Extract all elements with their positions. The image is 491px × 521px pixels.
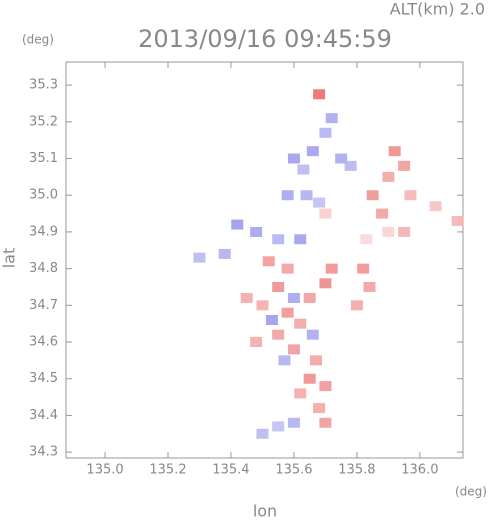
x-tick-label: 135.2: [149, 463, 186, 478]
echo-cell: [262, 256, 275, 267]
echo-cell: [303, 292, 316, 303]
echo-cell: [281, 263, 294, 274]
echo-cell: [272, 234, 285, 245]
echo-cell: [294, 234, 307, 245]
y-tick-label: 35.1: [29, 151, 58, 166]
echo-cell: [306, 146, 319, 157]
echo-cell: [294, 388, 307, 399]
echo-cell: [272, 281, 285, 292]
echo-cell: [325, 263, 338, 274]
echo-cell: [382, 226, 395, 237]
echo-cell: [451, 215, 464, 226]
echo-cell: [272, 421, 285, 432]
echo-cell: [398, 160, 411, 171]
echo-cell: [309, 355, 322, 366]
y-tick-label: 34.6: [29, 335, 58, 350]
y-tick-label: 34.4: [29, 408, 58, 423]
echo-cell: [319, 208, 332, 219]
echo-cell: [382, 171, 395, 182]
plot-frame: [65, 61, 464, 459]
echo-cell: [300, 190, 313, 201]
y-tick-label: 34.3: [29, 445, 58, 460]
echo-cell: [363, 281, 376, 292]
x-unit: (deg): [455, 485, 487, 499]
x-axis-label: lon: [253, 502, 277, 521]
x-tick-label: 135.6: [275, 463, 312, 478]
echo-cell: [256, 300, 269, 311]
echo-cell: [287, 292, 300, 303]
echo-cell: [287, 153, 300, 164]
echo-cell: [240, 292, 253, 303]
echo-cell: [388, 146, 401, 157]
echo-cell: [325, 113, 338, 124]
echo-cell: [319, 278, 332, 289]
echo-cell: [357, 263, 370, 274]
y-tick-label: 34.5: [29, 371, 58, 386]
y-tick-label: 34.8: [29, 261, 58, 276]
echo-cell: [231, 219, 244, 230]
echo-cell: [250, 337, 263, 348]
echo-cell: [281, 190, 294, 201]
y-tick-label: 35.3: [29, 78, 58, 93]
chart-subtitle: ALT(km) 2.0: [390, 0, 485, 19]
x-tick-label: 135.0: [86, 463, 123, 478]
x-tick-label: 135.8: [338, 463, 375, 478]
echo-cell: [250, 226, 263, 237]
echo-cell: [313, 89, 326, 100]
echo-cell: [278, 355, 291, 366]
echo-cell: [313, 403, 326, 414]
y-tick-label: 35.2: [29, 114, 58, 129]
echo-cell: [404, 190, 417, 201]
x-tick-label: 136.0: [401, 463, 438, 478]
echo-cell: [303, 373, 316, 384]
echo-cell: [313, 197, 326, 208]
y-tick-label: 35.0: [29, 188, 58, 203]
echo-cell: [344, 160, 357, 171]
echo-cell: [306, 329, 319, 340]
y-unit: (deg): [22, 33, 54, 47]
echo-cell: [319, 127, 332, 138]
echo-cell: [193, 252, 206, 263]
echo-cell: [281, 307, 294, 318]
echo-cell: [366, 190, 379, 201]
echo-cell: [287, 344, 300, 355]
echo-cell: [297, 164, 310, 175]
chart-title: 2013/09/16 09:45:59: [138, 25, 392, 53]
echo-cell: [360, 234, 373, 245]
echo-cell: [218, 248, 231, 259]
echo-cell: [319, 417, 332, 428]
echo-cell: [350, 300, 363, 311]
echo-cell: [429, 201, 442, 212]
echo-cell: [272, 329, 285, 340]
echo-cell: [287, 417, 300, 428]
echo-cell: [398, 226, 411, 237]
y-tick-label: 34.7: [29, 298, 58, 313]
x-tick-label: 135.4: [212, 463, 249, 478]
echo-cell: [319, 381, 332, 392]
echo-cell: [256, 428, 269, 439]
echo-cell: [294, 318, 307, 329]
echo-cell: [335, 153, 348, 164]
y-axis-label: lat: [0, 248, 19, 269]
echo-cell: [265, 315, 278, 326]
echo-cell: [376, 208, 389, 219]
y-tick-label: 34.9: [29, 224, 58, 239]
